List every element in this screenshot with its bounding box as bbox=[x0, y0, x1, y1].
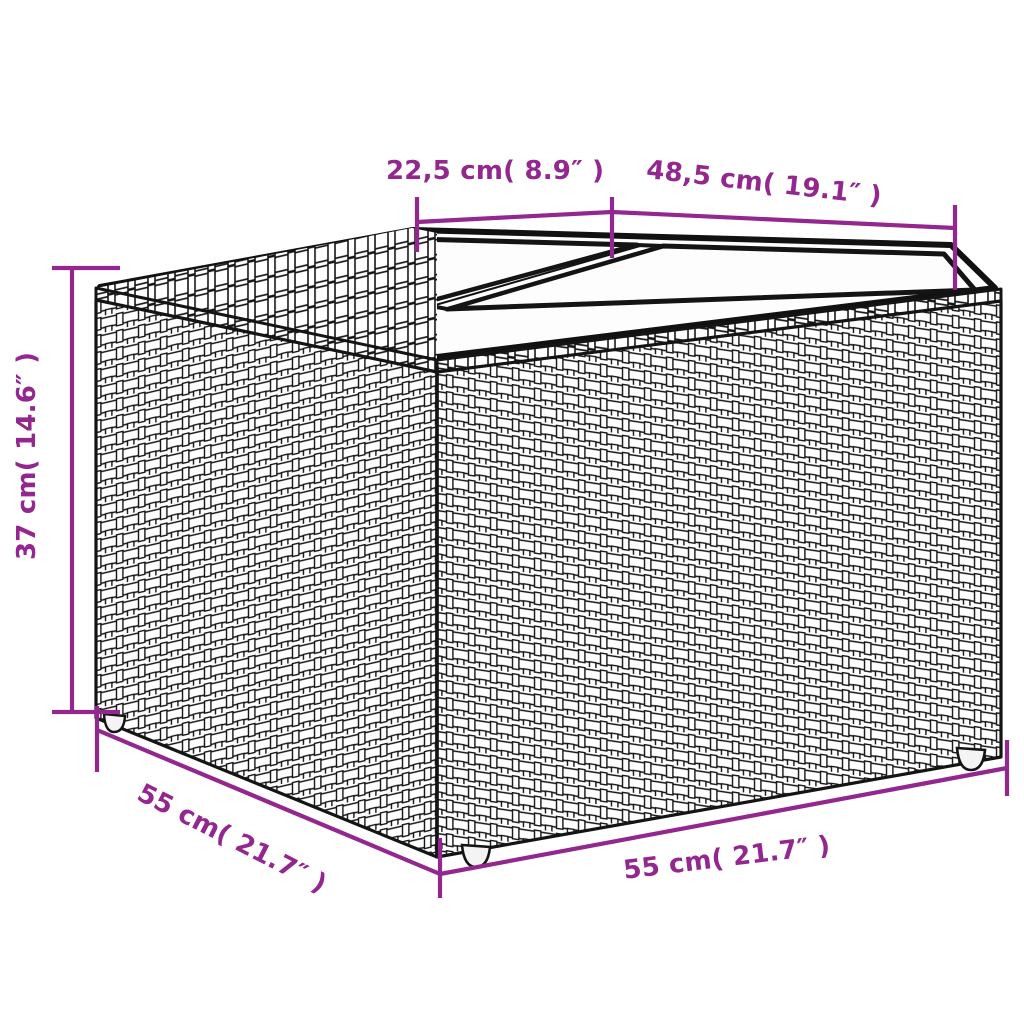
dimension-annotations bbox=[52, 197, 1010, 898]
divider-strand-line bbox=[431, 245, 641, 307]
dimension-height bbox=[52, 265, 120, 715]
dimension-label-width-left: 22,5 cm( 8.9″ ) bbox=[386, 156, 605, 186]
table-face-right bbox=[435, 299, 1003, 859]
dimension-depth bbox=[94, 706, 441, 876]
table-face-left bbox=[94, 298, 439, 859]
rattan-table bbox=[94, 227, 1003, 869]
dimension-width-left bbox=[414, 197, 615, 258]
table-feet bbox=[102, 712, 987, 869]
glass-divider-bar bbox=[419, 242, 664, 312]
dimension-width-right bbox=[611, 205, 958, 290]
dimension-label-height: 37 cm( 14.6″ ) bbox=[12, 351, 42, 560]
foot-front-right bbox=[955, 746, 987, 772]
foot-back-left bbox=[102, 712, 127, 734]
dimension-width-bottom bbox=[437, 740, 1010, 898]
